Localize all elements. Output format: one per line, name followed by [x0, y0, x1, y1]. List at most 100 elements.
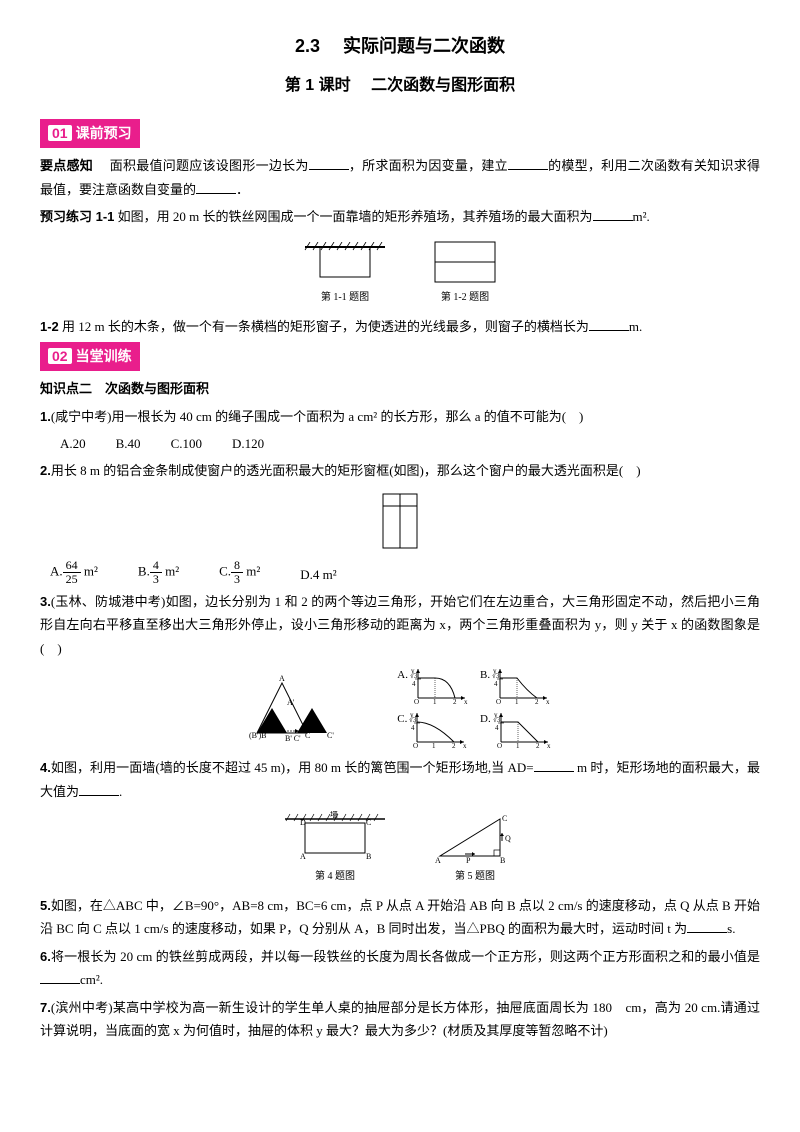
- p12-label: 1-2: [40, 319, 59, 334]
- triangles-icon: AA' (B')BC B' C'C': [247, 673, 377, 743]
- keypoint-text-1: 面积最值问题应该设图形一边长为: [110, 158, 309, 173]
- lesson-header: 第 1 课时 二次函数与图形面积: [40, 72, 760, 101]
- svg-text:y: y: [411, 667, 415, 675]
- svg-text:x: x: [463, 742, 467, 750]
- q4-label: 4.: [40, 760, 51, 775]
- section-tag-02: 02当堂训练: [40, 342, 140, 371]
- svg-text:C: C: [305, 731, 310, 740]
- svg-text:1: 1: [432, 742, 436, 750]
- q6-label: 6.: [40, 949, 51, 964]
- svg-text:2: 2: [453, 698, 457, 706]
- question-7: 7.(滨州中考)某高中学校为高一新生设计的学生单人桌的抽屉部分是长方体形，抽屉底…: [40, 996, 760, 1043]
- svg-text:4: 4: [411, 724, 415, 732]
- svg-text:B: B: [366, 852, 371, 861]
- blank-1: [309, 157, 349, 170]
- svg-text:1: 1: [515, 698, 519, 706]
- figure-row-1: 第 1-1 题图 第 1-2 题图: [40, 237, 760, 307]
- q6-unit: cm².: [80, 972, 103, 987]
- svg-text:O: O: [497, 742, 502, 750]
- svg-text:B: B: [500, 856, 505, 865]
- svg-text:y: y: [410, 711, 414, 719]
- q5-unit: s.: [727, 921, 735, 936]
- figure-5: A B C P Q 第 5 题图: [430, 811, 520, 886]
- svg-text:x: x: [546, 698, 550, 706]
- tag-num-02: 02: [48, 348, 72, 364]
- svg-text:P: P: [466, 856, 471, 865]
- q2-opt-d: D.4 m²: [300, 563, 336, 586]
- q2-opt-c: C.83 m²: [219, 559, 260, 586]
- svg-text:O: O: [413, 742, 418, 750]
- q1-opt-a: A.20: [60, 432, 86, 455]
- q1-src: (咸宁中考): [51, 409, 112, 424]
- fig-4-caption: 第 4 题图: [280, 868, 390, 886]
- window-rect-icon: [430, 237, 500, 287]
- svg-text:2: 2: [535, 698, 539, 706]
- svg-text:4: 4: [495, 724, 499, 732]
- q3-src: (玉林、防城港中考): [51, 594, 166, 609]
- svg-text:(B')B: (B')B: [249, 731, 266, 740]
- q7-src: (滨州中考): [51, 1000, 113, 1015]
- lesson-title: 二次函数与图形面积: [371, 77, 515, 94]
- fig-1-2-caption: 第 1-2 题图: [430, 289, 500, 307]
- q4-text-3: .: [119, 784, 122, 799]
- q3-option-graphs: A. √34O12xy B. √34O12xy C. √34O12xy D. √…: [397, 666, 552, 750]
- figure-1-1: 第 1-1 题图: [300, 242, 390, 307]
- q3-graph-c: C. √34O12xy: [397, 710, 470, 750]
- q4-text-1: 如图，利用一面墙(墙的长度不超过 45 m)，用 80 m 长的篱笆围一个矩形场…: [51, 760, 534, 775]
- tag-num-01: 01: [48, 125, 72, 141]
- keypoint-label: 要点感知: [40, 158, 93, 173]
- svg-text:A: A: [279, 674, 285, 683]
- q3-graph-a: A. √34O12xy: [397, 666, 470, 706]
- keypoint-text-4: ．: [236, 182, 249, 197]
- q3-label: 3.: [40, 594, 51, 609]
- figure-1-2: 第 1-2 题图: [430, 237, 500, 307]
- q1-opt-b: B.40: [116, 432, 141, 455]
- question-6: 6.将一根长为 20 cm 的铁丝剪成两段，并以每一段铁丝的长度为周长各做成一个…: [40, 945, 760, 992]
- figure-4: 墙 DC AB 第 4 题图: [280, 811, 390, 886]
- q1-label: 1.: [40, 409, 51, 424]
- practice-1-2: 1-2 用 12 m 长的木条，做一个有一条横档的矩形窗子，为使透进的光线最多，…: [40, 315, 760, 338]
- svg-text:A: A: [300, 852, 306, 861]
- q2-text: 用长 8 m 的铝合金条制成使窗户的透光面积最大的矩形窗框(如图)，那么这个窗户…: [51, 463, 641, 478]
- p12-unit: m.: [629, 319, 642, 334]
- section-number: 2.3: [295, 36, 320, 56]
- question-1: 1.(咸宁中考)用一根长为 40 cm 的绳子围成一个面积为 a cm² 的长方…: [40, 405, 760, 428]
- p12-text: 用 12 m 长的木条，做一个有一条横档的矩形窗子，为使透进的光线最多，则窗子的…: [62, 319, 589, 334]
- question-5: 5.如图，在△ABC 中，∠B=90°，AB=8 cm，BC=6 cm，点 P …: [40, 894, 760, 941]
- q3-figures: AA' (B')BC B' C'C' A. √34O12xy B. √34O12…: [40, 666, 760, 750]
- section-title: 实际问题与二次函数: [343, 36, 505, 56]
- q7-text: 某高中学校为高一新生设计的学生单人桌的抽屉部分是长方体形，抽屉底面周长为 180…: [40, 1000, 760, 1038]
- q6-text: 将一根长为 20 cm 的铁丝剪成两段，并以每一段铁丝的长度为周长各做成一个正方…: [51, 949, 760, 964]
- keypoint-text-2: ，所求面积为因变量，建立: [349, 158, 508, 173]
- fig-1-1-caption: 第 1-1 题图: [300, 289, 390, 307]
- q5-text: 如图，在△ABC 中，∠B=90°，AB=8 cm，BC=6 cm，点 P 从点…: [40, 898, 760, 936]
- lesson-label: 第 1 课时: [285, 77, 351, 94]
- q1-opt-c: C.100: [171, 432, 202, 455]
- blank-6: [534, 759, 574, 772]
- fig-5-caption: 第 5 题图: [430, 868, 520, 886]
- svg-text:x: x: [464, 698, 468, 706]
- question-3: 3.(玉林、防城港中考)如图，边长分别为 1 和 2 的两个等边三角形，开始它们…: [40, 590, 760, 660]
- blank-2: [508, 157, 548, 170]
- svg-text:4: 4: [412, 680, 416, 688]
- svg-text:C: C: [502, 814, 507, 823]
- window-frame-icon: [380, 491, 420, 551]
- q7-label: 7.: [40, 1000, 51, 1015]
- practice-text: 如图，用 20 m 长的铁丝网围成一个一面靠墙的矩形养殖场，其养殖场的最大面积为: [118, 209, 593, 224]
- svg-text:A: A: [435, 856, 441, 865]
- q3-graph-d: D. √34O12xy: [480, 710, 553, 750]
- wall-rect-icon: 墙 DC AB: [280, 811, 390, 866]
- blank-7: [79, 783, 119, 796]
- svg-text:B' C': B' C': [285, 734, 301, 743]
- svg-text:x: x: [547, 742, 551, 750]
- svg-text:D: D: [300, 818, 306, 827]
- svg-text:C: C: [366, 818, 371, 827]
- q2-label: 2.: [40, 463, 51, 478]
- q1-text: 用一根长为 40 cm 的绳子围成一个面积为 a cm² 的长方形，那么 a 的…: [112, 409, 584, 424]
- svg-text:y: y: [493, 667, 497, 675]
- svg-text:A': A': [287, 698, 295, 707]
- q2-opt-a: A.6425 m²: [50, 559, 98, 586]
- svg-text:Q: Q: [505, 834, 511, 843]
- q1-opt-d: D.120: [232, 432, 264, 455]
- practice-1-1: 预习练习 1-1 如图，用 20 m 长的铁丝网围成一个一面靠墙的矩形养殖场，其…: [40, 205, 760, 228]
